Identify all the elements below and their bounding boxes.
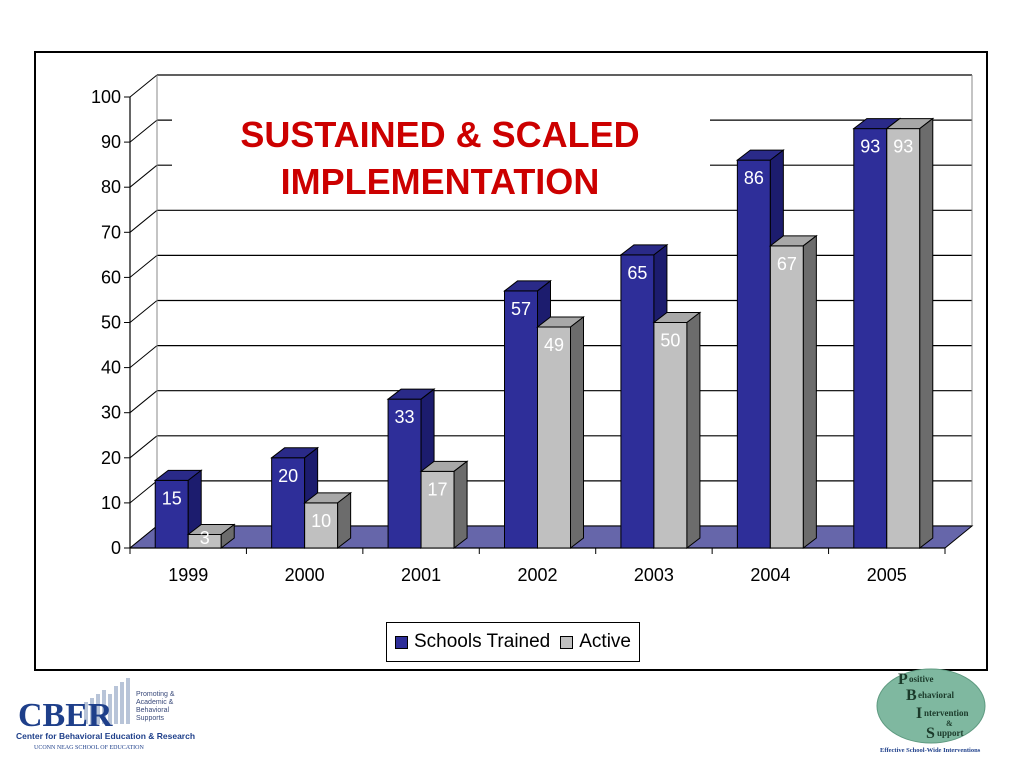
bar-side-active-2004 [802,234,817,550]
y-tick-label-7: 70 [101,222,121,242]
y-tick-label-10: 100 [91,87,121,107]
bar-schools-trained-2005 [853,128,888,549]
gridline-side-4 [129,345,158,368]
chart-title-background [172,108,710,208]
y-tick-label-0: 0 [111,538,121,558]
gridline-side-8 [129,164,158,188]
y-tick-label-5: 50 [101,313,121,333]
y-tick-label-2: 20 [101,448,121,468]
cber-side-1: Promoting & [136,691,175,698]
pbis-line-4: & [946,719,953,728]
y-tick-label-1: 10 [101,493,121,513]
data-label-schools-trained-2004: 86 [744,168,764,188]
legend-label-active: Active [579,631,631,652]
cber-logo: CBER Promoting & Academic & Behavioral S… [16,678,195,751]
bar-active-2004 [769,245,804,549]
gridline-side-7 [129,209,158,233]
bar-active-2005 [886,128,921,549]
data-label-active-1999: 3 [200,528,210,548]
gridline-side-1 [129,480,158,504]
y-tick-label-4: 40 [101,358,121,378]
data-label-schools-trained-1999: 15 [162,488,182,508]
cber-side-3: Behavioral [136,707,170,714]
x-tick-label-1999: 1999 [168,565,208,585]
chart-title-line-2: IMPLEMENTATION [281,161,600,202]
cber-main-text: CBER [18,697,113,734]
cber-line-1: Center for Behavioral Education & Resear… [16,731,195,741]
cber-side-4: Supports [136,715,165,722]
data-label-schools-trained-2005: 93 [860,137,880,157]
x-tick-label-2004: 2004 [750,565,790,585]
data-label-active-2005: 93 [893,137,913,157]
bar-schools-trained-2003 [620,254,655,549]
x-tick-label-2000: 2000 [285,565,325,585]
cber-side-2: Academic & [136,699,174,706]
y-tick-label-9: 90 [101,132,121,152]
bar-side-active-2000 [337,491,352,550]
pbis-line-3: ntervention [924,708,969,718]
data-label-active-2002: 49 [544,335,564,355]
data-label-active-2003: 50 [660,331,680,351]
data-label-active-2001: 17 [428,479,448,499]
svg-text:S: S [926,725,935,742]
bar-side-active-2001 [453,460,468,550]
data-label-schools-trained-2001: 33 [395,407,415,427]
legend-item-active: Active [560,631,631,653]
svg-text:P: P [898,671,908,688]
gridline-side-2 [129,435,158,459]
bar-side-active-2003 [686,311,701,550]
data-label-active-2000: 10 [311,511,331,531]
bar-active-2002 [537,326,571,549]
pbis-line-2: ehavioral [918,690,954,700]
bar-active-2000 [304,502,339,549]
data-label-schools-trained-2000: 20 [278,466,298,486]
bar-schools-trained-2001 [387,398,422,549]
pbis-line-1: ositive [909,674,934,684]
y-tick-label-6: 60 [101,267,121,287]
bar-schools-trained-2002 [504,290,538,549]
legend-swatch-schools-trained [395,635,408,649]
bar-side-active-2005 [919,117,934,550]
gridline-side-5 [129,300,158,323]
gridline-side-10 [129,74,158,98]
x-tick-label-2005: 2005 [867,565,907,585]
x-tick-label-2002: 2002 [517,565,557,585]
pbis-line-5: upport [937,728,964,738]
svg-text:I: I [916,705,922,722]
cber-line-2: UCONN NEAG SCHOOL OF EDUCATION [34,745,144,751]
legend-label-schools-trained: Schools Trained [414,631,551,652]
svg-text:B: B [906,687,917,704]
x-tick-label-2001: 2001 [401,565,441,585]
bar-side-active-1999 [220,523,235,550]
pbis-logo: P ositive B ehavioral I ntervention & S … [876,668,986,754]
legend-item-schools-trained: Schools Trained [395,631,550,653]
bar-active-2003 [653,322,688,549]
gridline-side-6 [129,255,158,278]
gridline-side-9 [129,119,158,143]
bar-schools-trained-2004 [736,159,771,549]
chart-title-line-1: SUSTAINED & SCALED [240,114,639,155]
legend-swatch-active [560,635,574,649]
pbis-tagline: Effective School-Wide Interventions [880,747,981,754]
gridline-side-3 [129,390,158,414]
data-label-schools-trained-2003: 65 [627,263,647,283]
x-tick-label-2003: 2003 [634,565,674,585]
bar-side-active-2002 [570,315,584,550]
chart-legend: Schools Trained Active [386,622,640,662]
y-tick-label-8: 80 [101,177,121,197]
bar-schools-trained-2000 [271,457,306,549]
data-label-active-2004: 67 [777,254,797,274]
y-tick-label-3: 30 [101,403,121,423]
data-label-schools-trained-2002: 57 [511,299,531,319]
